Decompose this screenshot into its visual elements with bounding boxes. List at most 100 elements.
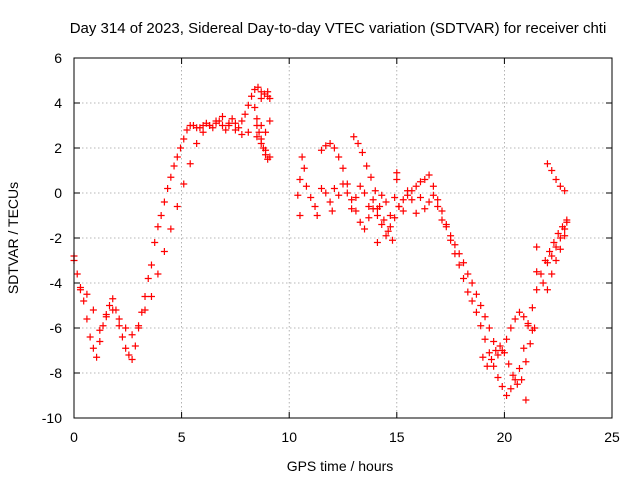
data-point	[218, 113, 226, 120]
data-point	[135, 322, 143, 330]
data-point	[241, 110, 249, 118]
data-point	[264, 88, 272, 96]
data-point	[369, 205, 377, 213]
data-point	[438, 207, 446, 215]
data-point	[552, 257, 560, 264]
data-point	[96, 338, 104, 345]
y-tick-label: -6	[50, 320, 63, 336]
data-point	[421, 205, 429, 213]
data-point	[421, 176, 429, 183]
data-point	[248, 92, 256, 100]
data-point	[180, 135, 188, 143]
data-point	[253, 133, 261, 141]
data-point	[507, 385, 515, 393]
data-point	[296, 176, 304, 183]
data-point	[330, 185, 338, 192]
data-point	[109, 306, 117, 314]
data-point	[141, 293, 149, 300]
data-point	[222, 126, 230, 134]
data-point	[552, 243, 560, 251]
data-point	[487, 356, 495, 363]
data-point	[354, 140, 362, 147]
data-point	[128, 356, 136, 363]
data-point	[503, 335, 511, 343]
data-point	[157, 212, 165, 219]
data-point	[238, 131, 246, 138]
data-point	[231, 119, 239, 127]
data-point	[500, 349, 508, 357]
data-point	[472, 308, 480, 316]
data-point	[391, 214, 399, 222]
data-point	[147, 261, 155, 269]
data-point	[543, 286, 551, 294]
data-point	[442, 221, 450, 228]
data-point	[496, 342, 504, 350]
data-point	[548, 270, 556, 278]
data-point	[89, 344, 97, 352]
data-point	[526, 340, 534, 348]
data-point	[257, 122, 265, 129]
data-point	[154, 223, 162, 231]
data-point	[380, 216, 388, 224]
data-point	[141, 306, 149, 314]
data-point	[434, 196, 442, 204]
data-point	[83, 315, 91, 323]
data-point	[128, 331, 136, 339]
data-point	[118, 333, 126, 341]
data-point	[395, 203, 403, 210]
data-point	[518, 376, 526, 384]
data-point	[399, 196, 407, 204]
data-point	[533, 286, 541, 294]
data-point	[86, 333, 94, 341]
x-tick-label: 5	[178, 429, 186, 445]
data-point	[490, 362, 498, 370]
data-point	[253, 115, 261, 123]
data-point	[144, 275, 152, 282]
data-point	[552, 176, 560, 183]
data-point	[160, 198, 168, 206]
x-tick-label: 10	[281, 429, 297, 445]
data-point	[464, 288, 472, 296]
data-point	[556, 245, 564, 253]
x-tick-label: 25	[604, 429, 620, 445]
data-point	[348, 205, 356, 213]
data-point	[494, 374, 502, 381]
data-point	[556, 234, 564, 242]
data-point	[511, 315, 519, 323]
data-point	[322, 189, 330, 197]
data-point	[343, 180, 351, 188]
data-point	[548, 167, 556, 174]
data-point	[225, 119, 233, 127]
data-point	[151, 239, 159, 246]
data-point	[147, 293, 155, 300]
gridlines	[74, 58, 612, 418]
data-point	[122, 344, 130, 352]
data-point	[83, 290, 91, 298]
data-point	[244, 128, 252, 136]
data-point	[429, 182, 437, 190]
data-point	[350, 133, 358, 141]
data-point	[109, 295, 117, 303]
data-point	[339, 164, 347, 172]
data-point	[300, 164, 308, 172]
data-point	[356, 182, 364, 190]
x-tick-label: 15	[389, 429, 405, 445]
data-point	[307, 194, 315, 201]
data-point	[554, 230, 562, 237]
data-point	[429, 191, 437, 199]
data-point	[167, 225, 175, 233]
data-point	[96, 326, 104, 334]
data-point	[378, 191, 386, 199]
data-point	[485, 324, 493, 332]
data-point	[477, 322, 485, 330]
data-point	[434, 203, 442, 210]
x-tick-label: 0	[70, 429, 78, 445]
data-point	[99, 322, 107, 330]
data-point	[356, 218, 364, 226]
data-point	[358, 149, 366, 156]
data-point	[317, 146, 325, 154]
data-point	[365, 214, 373, 222]
data-point	[464, 270, 472, 278]
data-point	[238, 117, 246, 125]
